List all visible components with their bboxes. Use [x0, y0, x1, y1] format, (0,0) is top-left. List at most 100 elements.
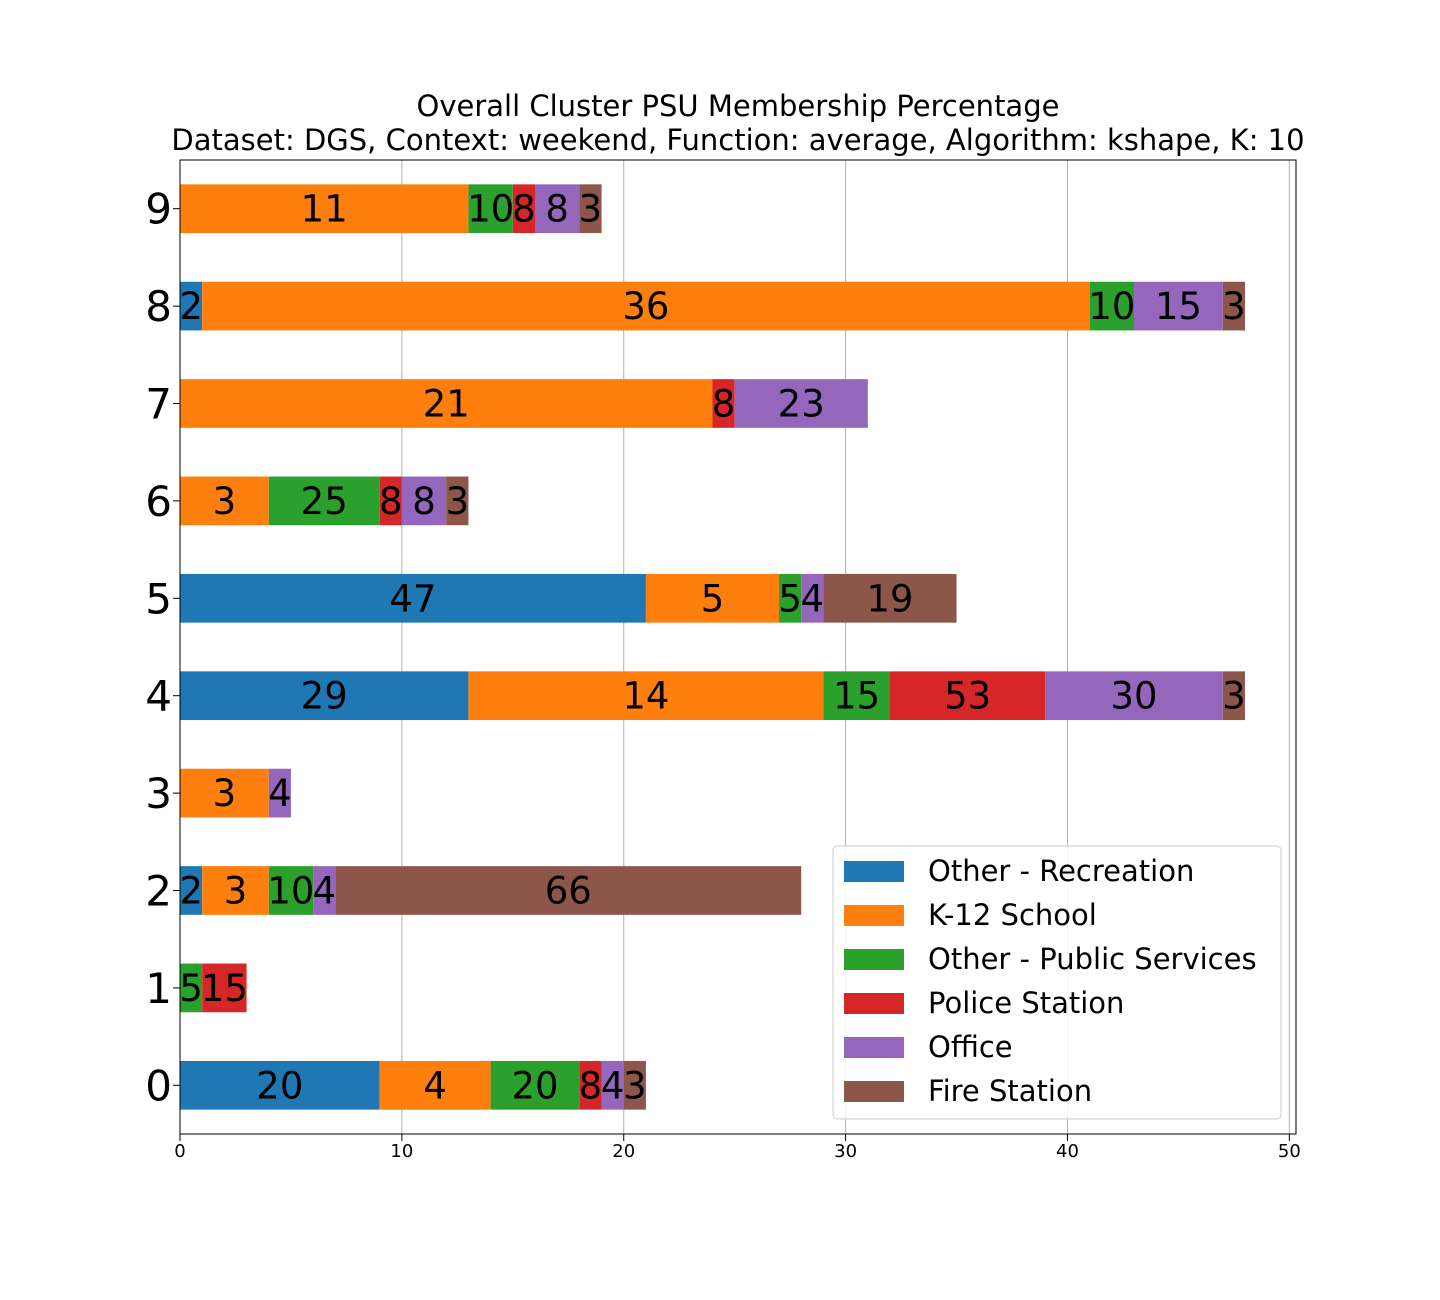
bar-label-cluster-9-series-5: 3 [579, 188, 603, 231]
y-tick-label-8: 8 [145, 282, 172, 331]
bar-cluster-5-series-1 [645, 573, 780, 623]
legend-label-1: K-12 School [928, 898, 1097, 932]
legend-swatch-5 [844, 1081, 904, 1102]
bar-cluster-9-series-2 [468, 184, 513, 234]
bar-cluster-8-series-2 [1089, 281, 1135, 331]
bar-label-cluster-6-series-1: 3 [213, 480, 237, 523]
bar-cluster-3-series-4 [268, 768, 291, 818]
bar-label-cluster-9-series-2: 10 [467, 188, 514, 231]
bar-label-cluster-9-series-4: 8 [545, 188, 569, 231]
bar-label-cluster-0-series-1: 4 [423, 1064, 447, 1107]
bar-label-cluster-5-series-4: 4 [801, 577, 825, 620]
legend-swatch-3 [844, 993, 904, 1014]
x-tick-label-20: 20 [612, 1141, 635, 1162]
bar-cluster-9-series-5 [579, 184, 602, 234]
bar-cluster-5-series-5 [823, 573, 957, 623]
bar-cluster-0-series-4 [601, 1060, 624, 1110]
bar-cluster-7-series-3 [712, 379, 735, 428]
legend: Other - Recreation K-12 School Other - Pub… [832, 845, 1282, 1120]
bar-label-cluster-1-series-3: 15 [201, 967, 248, 1010]
bar-cluster-6-series-5 [446, 476, 469, 526]
y-tick-label-3: 3 [145, 769, 172, 818]
bar-label-cluster-7-series-1: 21 [423, 383, 470, 426]
bar-cluster-7-series-4 [734, 379, 868, 428]
x-tick-label-40: 40 [1056, 1141, 1079, 1162]
bar-label-cluster-3-series-1: 3 [213, 772, 237, 815]
plot-frame [179, 159, 1297, 1135]
bar-cluster-3-series-1 [180, 768, 269, 818]
bar-label-cluster-4-series-1: 14 [622, 675, 669, 718]
chart-title: Overall Cluster PSU Membership Percentag… [417, 89, 1060, 123]
bar-label-cluster-2-series-1: 3 [224, 870, 248, 913]
bar-label-cluster-0-series-4: 4 [601, 1064, 625, 1107]
bar-cluster-0-series-2 [490, 1060, 580, 1110]
bar-cluster-2-series-5 [335, 866, 802, 915]
bar-cluster-0-series-3 [579, 1060, 602, 1110]
bar-label-cluster-4-series-0: 29 [301, 675, 348, 718]
bar-label-cluster-4-series-3: 53 [944, 675, 991, 718]
bar-cluster-1-series-3 [202, 963, 247, 1013]
bar-label-cluster-2-series-2: 10 [267, 870, 314, 913]
y-tick-label-0: 0 [145, 1061, 172, 1110]
bar-cluster-5-series-0 [180, 573, 646, 623]
bar-label-cluster-7-series-4: 23 [778, 383, 825, 426]
bar-cluster-6-series-1 [180, 476, 269, 526]
bar-label-cluster-8-series-0: 2 [179, 285, 203, 328]
bar-cluster-0-series-1 [379, 1060, 491, 1110]
bar-cluster-4-series-0 [180, 671, 469, 721]
bar-cluster-2-series-0 [180, 866, 203, 915]
bar-label-cluster-3-series-4: 4 [268, 772, 292, 815]
bars-layer [180, 184, 1245, 1110]
bar-label-cluster-9-series-1: 11 [301, 188, 348, 231]
bar-cluster-5-series-4 [801, 573, 824, 623]
bar-label-cluster-7-series-3: 8 [712, 383, 736, 426]
legend-label-0: Other - Recreation [928, 854, 1194, 888]
bar-label-cluster-8-series-2: 10 [1088, 285, 1135, 328]
y-tick-label-6: 6 [145, 477, 172, 526]
bar-label-cluster-6-series-3: 8 [379, 480, 403, 523]
bar-cluster-0-series-0 [180, 1060, 380, 1110]
bar-cluster-9-series-4 [534, 184, 580, 234]
x-tick-label-0: 0 [174, 1141, 185, 1162]
bar-cluster-5-series-2 [779, 573, 802, 623]
legend-box [832, 845, 1282, 1120]
y-tick-label-1: 1 [145, 964, 172, 1013]
bar-cluster-1-series-2 [180, 963, 203, 1013]
legend-swatch-1 [844, 905, 904, 926]
y-tick-label-4: 4 [145, 672, 172, 721]
bar-cluster-8-series-0 [180, 281, 203, 331]
bar-label-cluster-6-series-4: 8 [412, 480, 436, 523]
x-tick-label-50: 50 [1278, 1141, 1301, 1162]
bar-label-cluster-8-series-1: 36 [622, 285, 669, 328]
bar-cluster-9-series-1 [180, 184, 469, 234]
bar-cluster-4-series-1 [468, 671, 824, 721]
bar-cluster-6-series-2 [268, 476, 380, 526]
bar-cluster-6-series-3 [379, 476, 402, 526]
bar-label-cluster-5-series-0: 47 [389, 577, 436, 620]
bar-label-cluster-5-series-2: 5 [778, 577, 802, 620]
legend-swatch-0 [844, 861, 904, 882]
x-tick-label-10: 10 [390, 1141, 413, 1162]
bar-label-cluster-8-series-4: 15 [1155, 285, 1202, 328]
bar-cluster-8-series-4 [1134, 281, 1223, 331]
bar-label-cluster-1-series-2: 5 [179, 967, 203, 1010]
bar-label-cluster-0-series-0: 20 [256, 1064, 303, 1107]
bar-cluster-2-series-2 [268, 866, 314, 915]
bar-cluster-4-series-4 [1045, 671, 1223, 721]
y-tick-label-2: 2 [145, 867, 172, 916]
bar-cluster-9-series-3 [512, 184, 535, 234]
bar-label-cluster-4-series-2: 15 [833, 675, 880, 718]
legend-label-3: Police Station [928, 986, 1124, 1020]
bar-label-cluster-8-series-5: 3 [1222, 285, 1246, 328]
bar-cluster-2-series-4 [313, 866, 336, 915]
bar-cluster-0-series-5 [623, 1060, 646, 1110]
legend-swatch-4 [844, 1037, 904, 1058]
bar-cluster-4-series-5 [1222, 671, 1245, 721]
bar-label-cluster-0-series-2: 20 [511, 1064, 558, 1107]
bar-cluster-6-series-4 [401, 476, 447, 526]
x-tick-label-30: 30 [834, 1141, 857, 1162]
bar-cluster-8-series-5 [1222, 281, 1245, 331]
